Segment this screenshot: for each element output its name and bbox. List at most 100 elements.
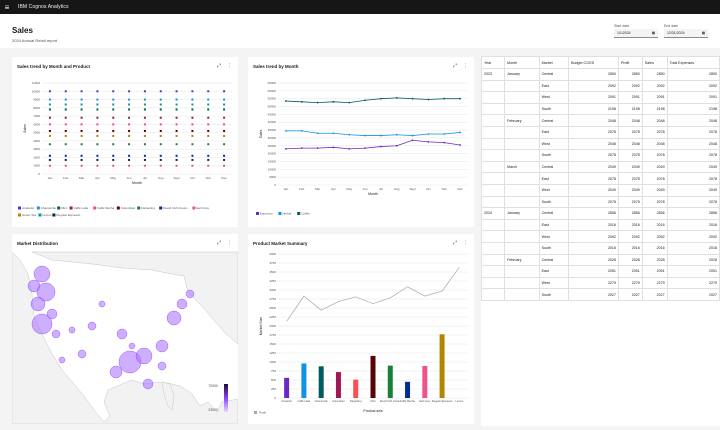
cell-month: February xyxy=(504,253,540,267)
line-point xyxy=(348,101,351,104)
cell-month: February xyxy=(504,114,540,127)
expand-icon[interactable]: ⤢ xyxy=(216,240,221,246)
cell-market: South xyxy=(538,149,570,162)
line-point xyxy=(411,134,414,137)
cell-market: Central xyxy=(538,160,570,174)
scatter-point xyxy=(112,154,115,157)
line-point xyxy=(380,134,382,137)
column-header[interactable]: Year xyxy=(480,56,506,69)
more-options-icon[interactable]: ⋮ xyxy=(227,240,232,246)
scatter-point xyxy=(48,116,51,119)
map-bubble xyxy=(185,289,195,299)
scatter-point xyxy=(80,90,83,93)
y-tick-label: 65000 xyxy=(268,81,277,85)
y-tick-label: 7000 xyxy=(33,114,40,118)
expand-icon[interactable]: ⤢ xyxy=(452,63,457,69)
cell-market: South xyxy=(538,241,570,255)
cell-year xyxy=(480,160,506,174)
scatter-point xyxy=(80,123,83,126)
y-tick-label: 0 xyxy=(274,183,276,187)
scatter-point xyxy=(159,123,162,126)
scatter-point xyxy=(191,134,194,137)
x-tick-label: Darjeeling xyxy=(350,399,362,403)
legend-label: Espresso xyxy=(260,212,273,216)
more-options-icon[interactable]: ⋮ xyxy=(227,63,232,69)
column-header[interactable]: Profit xyxy=(617,56,643,69)
cell-month xyxy=(504,137,540,151)
cell-value: 2078 xyxy=(641,149,668,162)
hamburger-menu-icon[interactable]: ≡ xyxy=(4,2,10,12)
cell-year xyxy=(480,102,506,116)
column-header[interactable]: Total Expenses xyxy=(666,56,720,69)
bar xyxy=(387,365,393,398)
column-header[interactable]: Market xyxy=(538,56,570,69)
cell-value: 2078 xyxy=(617,195,643,209)
calendar-icon[interactable]: ▦ xyxy=(651,31,655,35)
cell-year xyxy=(480,230,506,243)
cell-value: 2016 xyxy=(568,218,619,232)
legend-swatch xyxy=(18,213,21,217)
cell-month xyxy=(504,102,540,116)
x-tick-label: Regular Espresso xyxy=(432,399,453,403)
cell-month: January xyxy=(504,68,540,81)
legend-label: Green Tea xyxy=(22,213,36,217)
cell-year xyxy=(480,241,506,255)
column-header[interactable]: Budget COGS xyxy=(568,56,619,69)
line-point xyxy=(459,144,461,146)
cell-market: Central xyxy=(538,68,570,81)
scatter-point xyxy=(143,134,146,137)
start-date-input[interactable]: 1/1/2024 ▦ xyxy=(614,29,658,38)
cell-market: South xyxy=(538,102,570,116)
page-title: Sales xyxy=(12,26,33,35)
map-land-north xyxy=(31,251,238,345)
line-point xyxy=(364,134,366,137)
y-tick-label: 25000 xyxy=(268,144,277,148)
cell-value: 2048 xyxy=(666,137,720,151)
table-row: February Central 2028 2028 2028 2028 xyxy=(480,253,720,267)
line-point xyxy=(332,132,335,135)
more-options-icon[interactable]: ⋮ xyxy=(463,63,468,69)
scatter-point xyxy=(159,90,162,93)
bar xyxy=(284,377,290,398)
more-options-icon[interactable]: ⋮ xyxy=(463,240,468,246)
calendar-icon[interactable]: ▦ xyxy=(701,31,705,35)
expand-icon[interactable]: ⤢ xyxy=(216,63,221,69)
scatter-point xyxy=(207,90,210,93)
table-row: 2024 January Central 2856 2856 2856 2856 xyxy=(480,207,720,220)
scatter-point xyxy=(223,158,226,161)
scatter-point xyxy=(159,129,162,132)
cell-value: 2027 xyxy=(568,288,619,301)
scatter-point xyxy=(128,129,131,132)
end-date-input[interactable]: 12/31/2024 ▦ xyxy=(664,29,708,38)
cell-value: 2016 xyxy=(617,241,643,255)
cell-value: 2049 xyxy=(641,160,668,174)
end-date-label: End date xyxy=(664,24,679,28)
legend-label: Darjeeling xyxy=(141,206,155,210)
column-header[interactable]: Month xyxy=(504,56,540,69)
scatter-point xyxy=(207,98,210,101)
scatter-point xyxy=(175,98,178,101)
cell-market: West xyxy=(538,183,570,197)
y-tick-label: 35000 xyxy=(268,128,277,132)
cell-value: 2049 xyxy=(641,183,668,197)
line-point xyxy=(427,140,430,143)
scatter-point xyxy=(112,90,115,93)
cell-value: 2078 xyxy=(568,149,619,162)
scatter-point xyxy=(207,143,210,146)
bar-line-chart: 0 250 500 750 1000 1250 1500 1750 2000 2250 2500 27… xyxy=(254,252,468,415)
bar xyxy=(439,334,445,398)
table-row: February Central 2048 2048 2048 2048 xyxy=(480,114,720,127)
table-row: West 2049 2049 2049 2049 xyxy=(480,183,720,197)
expand-icon[interactable]: ⤢ xyxy=(452,240,457,246)
scatter-point xyxy=(159,164,162,167)
x-tick-label: Aug xyxy=(158,176,164,180)
column-header[interactable]: Sales xyxy=(641,56,668,69)
scatter-point xyxy=(191,154,194,157)
cell-value: 2049 xyxy=(568,160,619,174)
scatter-point xyxy=(128,143,131,146)
scatter-point xyxy=(191,98,194,101)
x-tick-label: Caffe Mocha xyxy=(400,399,415,403)
line-point xyxy=(395,144,398,147)
scatter-point xyxy=(80,164,83,167)
map-bubble xyxy=(33,265,51,283)
